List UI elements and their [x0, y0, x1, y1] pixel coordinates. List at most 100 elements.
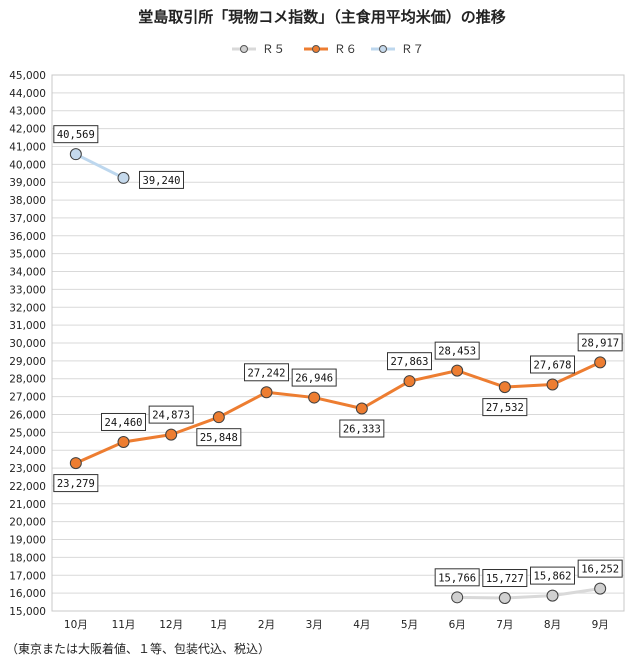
data-label: 39,240 [143, 175, 181, 187]
y-tick-label: 18,000 [9, 552, 46, 564]
y-tick-label: 39,000 [9, 177, 46, 189]
x-tick-label: 9月 [592, 619, 609, 631]
x-tick-label: 11月 [112, 619, 136, 631]
legend-marker [379, 45, 387, 53]
data-label-box [577, 333, 623, 352]
data-point [260, 386, 273, 399]
y-tick-label: 33,000 [9, 284, 46, 296]
data-point [355, 402, 368, 415]
y-tick-label: 25,000 [9, 427, 46, 439]
x-tick-label: 7月 [496, 619, 513, 631]
y-axis: 15,000 16,000 17,000 18,000 19,000 20,000 21,0… [9, 70, 46, 618]
y-tick-label: 32,000 [9, 302, 46, 314]
y-tick-label: 40,000 [9, 159, 46, 171]
legend-label: Ｒ６ [334, 42, 357, 56]
y-tick-label: 16,000 [9, 588, 46, 600]
x-tick-label: 2月 [258, 619, 275, 631]
data-label-box [530, 566, 575, 585]
data-point [117, 171, 130, 184]
y-tick-label: 15,000 [9, 606, 46, 618]
legend-label: Ｒ７ [401, 42, 424, 56]
y-tick-label: 27,000 [9, 392, 46, 404]
series-line [75, 360, 601, 465]
data-label: 15,766 [438, 572, 476, 584]
y-tick-label: 45,000 [9, 70, 46, 82]
data-label-box [244, 363, 289, 382]
y-tick-label: 43,000 [9, 106, 46, 118]
data-label: 24,873 [152, 410, 190, 422]
data-label: 15,727 [486, 573, 524, 585]
data-label-box [530, 355, 575, 374]
data-point [594, 356, 607, 369]
data-label: 28,917 [581, 337, 619, 349]
data-label: 25,848 [200, 432, 238, 444]
data-label-box [101, 412, 146, 431]
x-tick-label: 6月 [449, 619, 466, 631]
y-tick-label: 30,000 [9, 338, 46, 350]
y-tick-label: 37,000 [9, 213, 46, 225]
data-point [498, 592, 511, 605]
legend-label: Ｒ５ [262, 42, 285, 56]
legend: Ｒ５ Ｒ６ Ｒ７ [232, 42, 424, 56]
grid [51, 74, 625, 612]
data-point [69, 457, 82, 470]
data-label: 23,279 [57, 478, 95, 490]
y-tick-label: 17,000 [9, 570, 46, 582]
data-label-box [53, 474, 99, 493]
y-tick-label: 23,000 [9, 463, 46, 475]
y-tick-label: 42,000 [9, 124, 46, 136]
x-tick-label: 8月 [544, 619, 561, 631]
y-tick-label: 22,000 [9, 481, 46, 493]
chart-title: 堂島取引所「現物コメ指数」（主食用平均米価）の推移 [138, 8, 506, 26]
data-labels: 15,766 15,727 15,862 16,252 23,279 24,460 24,8… [53, 125, 623, 588]
data-label-box [434, 568, 480, 587]
data-label-box [148, 405, 194, 424]
data-label: 16,252 [581, 564, 619, 576]
y-tick-label: 44,000 [9, 88, 46, 100]
x-tick-label: 12月 [159, 619, 183, 631]
data-point [546, 589, 559, 602]
data-label: 27,678 [534, 359, 572, 371]
y-tick-label: 36,000 [9, 231, 46, 243]
data-label-box [291, 368, 337, 387]
data-point [403, 375, 416, 388]
y-tick-label: 35,000 [9, 249, 46, 261]
data-point [69, 148, 82, 161]
data-point [308, 391, 321, 404]
y-tick-label: 41,000 [9, 141, 46, 153]
data-label: 27,863 [391, 356, 429, 368]
data-label: 24,460 [105, 417, 143, 429]
data-label-box [482, 569, 528, 588]
data-label: 26,333 [343, 424, 381, 436]
y-tick-label: 29,000 [9, 356, 46, 368]
data-label: 27,532 [486, 402, 524, 414]
x-tick-label: 5月 [401, 619, 418, 631]
data-label-box [53, 125, 99, 144]
y-tick-label: 31,000 [9, 320, 46, 332]
legend-marker [312, 45, 320, 53]
data-point [212, 411, 225, 424]
y-tick-label: 24,000 [9, 445, 46, 457]
data-point [451, 364, 464, 377]
data-point [165, 428, 178, 441]
data-point [594, 582, 607, 595]
data-point [451, 591, 464, 604]
x-tick-label: 1月 [210, 619, 227, 631]
data-label-box [434, 341, 480, 360]
y-tick-label: 34,000 [9, 267, 46, 279]
data-label: 27,242 [248, 367, 286, 379]
series-group [69, 148, 607, 605]
y-tick-label: 19,000 [9, 535, 46, 547]
y-tick-label: 28,000 [9, 374, 46, 386]
data-point [498, 381, 511, 394]
x-tick-label: 4月 [353, 619, 370, 631]
y-tick-label: 26,000 [9, 409, 46, 421]
plot-frame [51, 74, 625, 612]
data-label-box [139, 170, 184, 189]
chart: 堂島取引所「現物コメ指数」（主食用平均米価）の推移 Ｒ５ Ｒ６ Ｒ７ 15,000 1… [9, 8, 625, 631]
y-tick-label: 38,000 [9, 195, 46, 207]
data-label: 40,569 [57, 129, 95, 141]
data-label-box [577, 559, 623, 578]
x-tick-label: 3月 [306, 619, 323, 631]
data-label: 26,946 [295, 373, 333, 385]
